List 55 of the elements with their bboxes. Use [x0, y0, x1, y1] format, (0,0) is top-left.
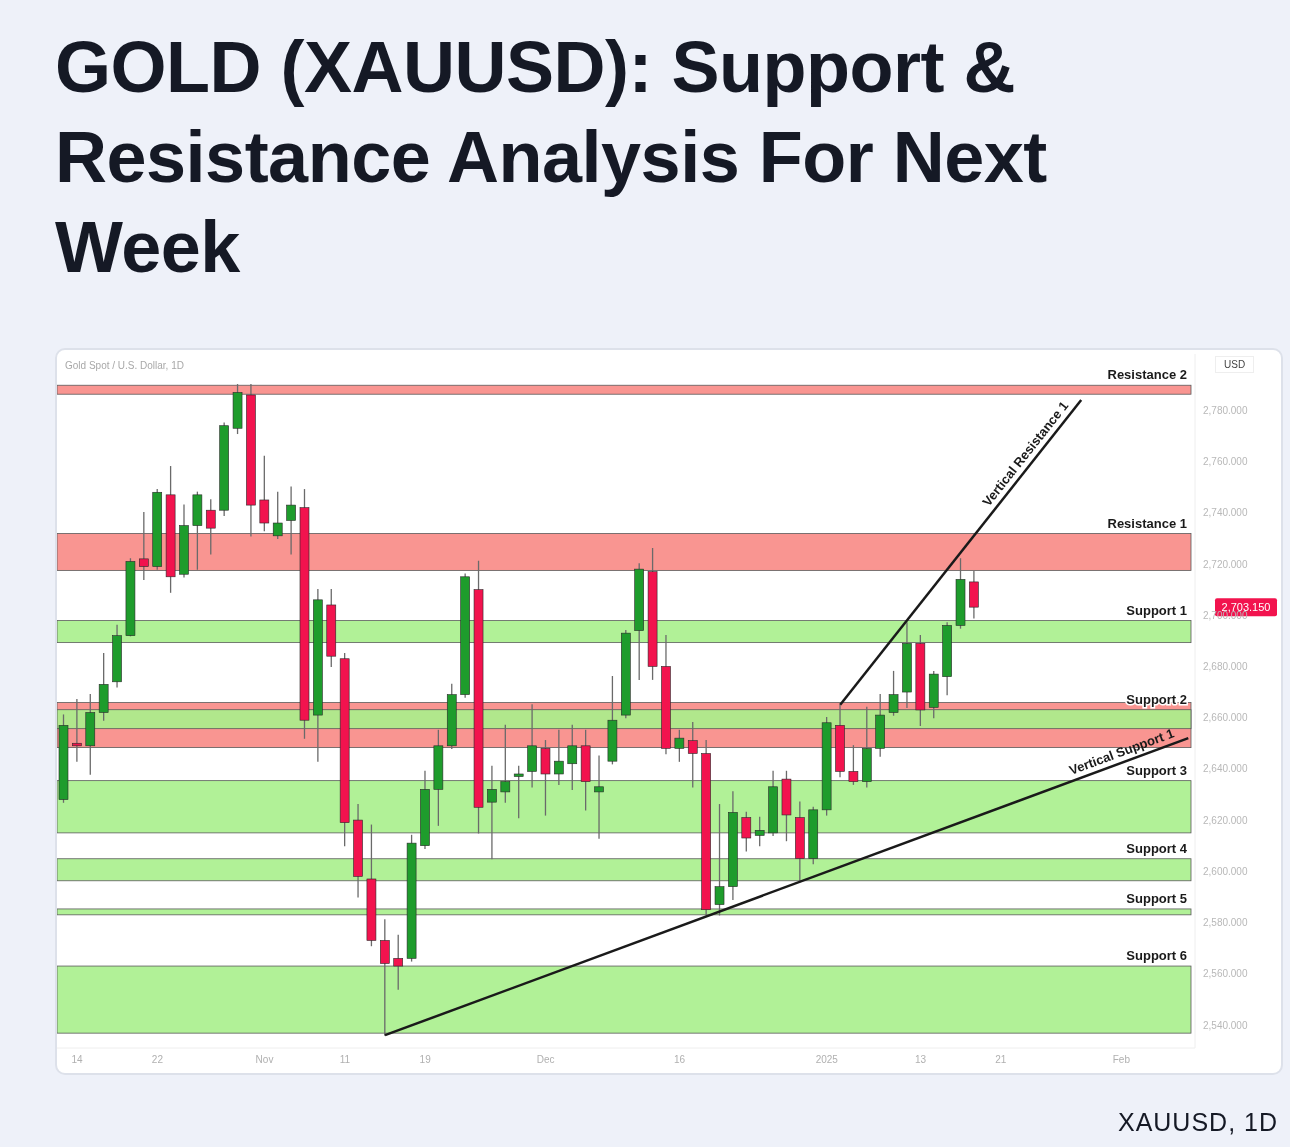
candlestick	[674, 729, 685, 762]
candlestick	[687, 722, 698, 788]
candlestick	[500, 724, 511, 803]
candlestick	[714, 804, 725, 916]
x-tick-label: Nov	[255, 1054, 274, 1066]
text: XAUUSD, 1D	[1117, 1108, 1278, 1137]
band-label: Support 5	[1126, 890, 1187, 906]
band-label: Resistance 1	[1107, 515, 1187, 531]
candlestick	[554, 729, 564, 785]
y-tick-label: 2,540.000	[1203, 1019, 1248, 1031]
candlestick	[567, 724, 578, 790]
y-tick-label: 2,680.000	[1203, 660, 1248, 672]
candlestick	[259, 455, 270, 532]
candlestick	[393, 934, 404, 990]
y-tick-label: 2,780.000	[1203, 404, 1248, 416]
candlestick	[513, 765, 524, 819]
chart-title: GOLD (XAUUSD): Support & Resistance Analysis For Next Week	[55, 26, 1048, 289]
x-tick-label: 21	[995, 1054, 1007, 1066]
candlestick	[139, 512, 149, 581]
y-tick-label: 2,660.000	[1203, 712, 1248, 724]
y-tick-label: 2,580.000	[1203, 917, 1248, 929]
x-tick-label: 14	[71, 1054, 84, 1066]
band-label: Support 1	[1126, 602, 1187, 618]
x-tick-label: 13	[914, 1054, 927, 1066]
candlestick	[888, 670, 899, 716]
band-label: Support 3	[1126, 762, 1187, 778]
x-tick-label: 16	[673, 1054, 686, 1066]
y-tick-label: 2,620.000	[1203, 814, 1248, 826]
x-tick-label: 11	[339, 1054, 351, 1066]
candlestick	[286, 486, 296, 555]
y-tick-label: 2,720.000	[1203, 558, 1248, 570]
candlestick	[741, 811, 752, 852]
x-tick-label: Feb	[1112, 1054, 1131, 1066]
candlestick	[205, 499, 216, 555]
y-axis-title: USD	[1215, 356, 1255, 373]
candlestick	[487, 765, 497, 860]
candlestick	[72, 699, 82, 762]
y-tick-label: 2,560.000	[1203, 968, 1248, 980]
x-tick-label: Dec	[536, 1054, 555, 1066]
y-tick-label: 2,740.000	[1203, 507, 1248, 519]
y-tick-label: 2,600.000	[1203, 865, 1248, 877]
candlestick	[754, 816, 765, 847]
x-tick-label: 22	[151, 1054, 164, 1066]
candlestick	[594, 755, 604, 839]
y-tick-label: 2,640.000	[1203, 763, 1248, 775]
text: Gold Spot / U.S. Dollar, 1D	[65, 360, 184, 371]
candlestick	[848, 745, 859, 785]
band-label: Resistance 2	[1107, 367, 1187, 383]
y-tick-label: 2,760.000	[1203, 456, 1248, 468]
band-label: Support 6	[1126, 948, 1187, 964]
band-label: Support 4	[1126, 840, 1188, 856]
candlestick	[380, 919, 390, 1036]
x-tick-label: 19	[419, 1054, 432, 1066]
x-tick-label: 2025	[815, 1054, 839, 1066]
candlestick	[272, 491, 283, 540]
